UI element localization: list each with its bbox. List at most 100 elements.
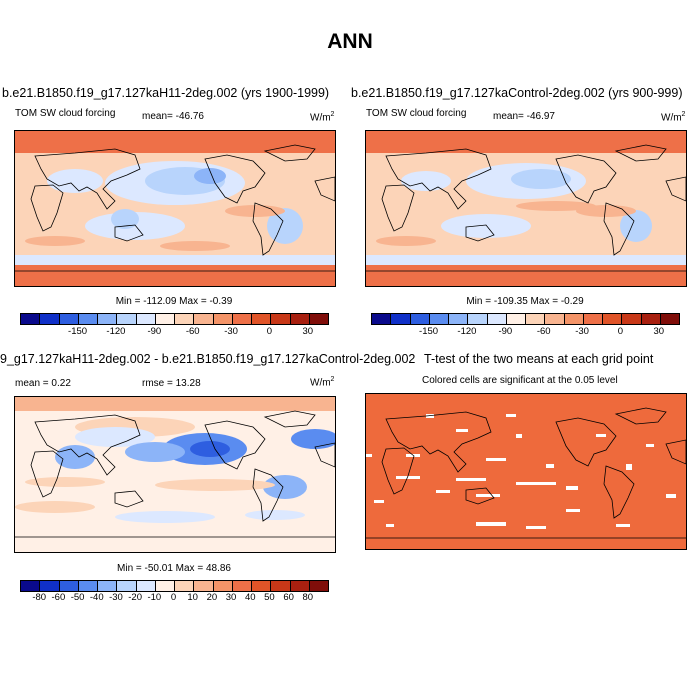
colorbar-swatch <box>526 314 546 324</box>
panel1-map <box>14 130 336 287</box>
colorbar-tick-label: 30 <box>225 592 237 603</box>
panel3-rmse: rmse = 13.28 <box>142 378 201 389</box>
colorbar-swatch <box>449 314 469 324</box>
colorbar-tick-label: -150 <box>68 326 88 337</box>
colorbar-tick-label: 0 <box>617 326 624 337</box>
colorbar-swatch <box>117 314 137 324</box>
panel2-variable: TOM SW cloud forcing <box>366 108 467 119</box>
colorbar-top-right-ticks: -150 -120 -90 -60 -30 0 30 <box>371 326 678 338</box>
colorbar-tick-label: 50 <box>264 592 275 603</box>
panel4-subtitle: Colored cells are significant at the 0.0… <box>422 375 618 386</box>
colorbar-tick-label: -40 <box>89 592 104 603</box>
colorbar-swatch <box>271 314 291 324</box>
colorbar-swatch <box>622 314 642 324</box>
colorbar-swatch <box>309 314 328 324</box>
colorbar-tick-label: 80 <box>302 592 314 603</box>
colorbar-tick-label: 0 <box>170 592 177 603</box>
colorbar-swatch <box>59 314 79 324</box>
panel3-map-svg <box>15 397 335 552</box>
colorbar-top-right <box>371 313 680 325</box>
panel3-units-text: W/m <box>310 377 331 389</box>
colorbar-swatch <box>487 314 507 324</box>
colorbar-swatch <box>468 314 488 324</box>
colorbar-swatch <box>175 581 195 591</box>
panel2-map-svg <box>366 131 686 286</box>
colorbar-swatch <box>252 314 272 324</box>
colorbar-swatch <box>232 581 252 591</box>
colorbar-swatch <box>117 581 137 591</box>
colorbar-tick-label: -30 <box>575 326 589 337</box>
colorbar-tick-label: -90 <box>498 326 513 337</box>
colorbar-swatch <box>175 314 195 324</box>
colorbar-top-left <box>20 313 329 325</box>
panel3-minmax: Min = -50.01 Max = 48.86 <box>117 563 231 574</box>
colorbar-tick-label: -150 <box>419 326 439 337</box>
colorbar-swatch <box>429 314 449 324</box>
colorbar-swatch <box>232 314 252 324</box>
colorbar-swatch <box>372 314 392 324</box>
panel3-mean: mean = 0.22 <box>15 378 71 389</box>
colorbar-tick-label: -60 <box>185 326 200 337</box>
colorbar-swatch <box>40 314 60 324</box>
colorbar-tick-label: -120 <box>106 326 126 337</box>
panel1-variable: TOM SW cloud forcing <box>15 108 116 119</box>
colorbar-swatch <box>40 581 60 591</box>
panel3-units-sup: 2 <box>330 376 335 383</box>
colorbar-swatch <box>155 314 175 324</box>
colorbar-swatch <box>21 314 41 324</box>
colorbar-swatch <box>641 314 661 324</box>
colorbar-tick-label: -60 <box>51 592 66 603</box>
panel1-map-svg <box>15 131 335 286</box>
panel1-title: b.e21.B1850.f19_g17.127kaH11-2deg.002 (y… <box>2 86 330 100</box>
colorbar-swatch <box>155 581 175 591</box>
colorbar-swatch <box>98 314 118 324</box>
colorbar-bottom-ticks: -80 -60 -50 -40 -30 -20 -10 0 10 20 30 40 50 60 80 <box>20 592 327 604</box>
colorbar-tick-label: 0 <box>266 326 273 337</box>
panel2-units-sup: 2 <box>681 111 686 118</box>
panel2-title: b.e21.B1850.f19_g17.127kaControl-2deg.00… <box>351 86 683 100</box>
colorbar-swatch <box>564 314 584 324</box>
colorbar-swatch <box>603 314 623 324</box>
colorbar-swatch <box>213 581 233 591</box>
panel3-map <box>14 396 336 553</box>
panel3-title: 9_g17.127kaH11-2deg.002 - b.e21.B1850.f1… <box>0 352 416 366</box>
colorbar-swatch <box>194 581 214 591</box>
panel2-units-text: W/m <box>661 112 682 124</box>
colorbar-swatch <box>78 314 98 324</box>
colorbar-bottom <box>20 580 329 592</box>
panel1-minmax: Min = -112.09 Max = -0.39 <box>115 296 233 307</box>
panel4-title: T-test of the two means at each grid poi… <box>424 352 654 366</box>
page-title: ANN <box>327 30 373 53</box>
colorbar-swatch <box>213 314 233 324</box>
colorbar-swatch <box>21 581 41 591</box>
panel2-units: W/m2 <box>661 111 685 123</box>
colorbar-tick-label: -10 <box>147 592 162 603</box>
panel2-map <box>365 130 687 287</box>
panel1-units: W/m2 <box>310 111 334 123</box>
colorbar-tick-label: -50 <box>70 592 85 603</box>
colorbar-swatch <box>290 314 310 324</box>
colorbar-tick-label: -120 <box>457 326 477 337</box>
colorbar-swatch <box>410 314 430 324</box>
colorbar-swatch <box>59 581 79 591</box>
colorbar-tick-label: 30 <box>653 326 665 337</box>
colorbar-tick-label: 40 <box>244 592 256 603</box>
colorbar-swatch <box>252 581 272 591</box>
colorbar-swatch <box>136 314 156 324</box>
ttest-fill <box>366 394 686 549</box>
colorbar-top-left-ticks: -150 -120 -90 -60 -30 0 30 <box>20 326 327 338</box>
panel3-units: W/m2 <box>310 376 334 388</box>
colorbar-tick-label: -80 <box>32 592 47 603</box>
colorbar-swatch <box>309 581 328 591</box>
colorbar-tick-label: -30 <box>224 326 238 337</box>
colorbar-tick-label: -20 <box>128 592 142 603</box>
panel1-mean: mean= -46.76 <box>142 111 204 122</box>
colorbar-tick-label: -90 <box>147 326 162 337</box>
colorbar-swatch <box>391 314 411 324</box>
colorbar-swatch <box>271 581 291 591</box>
colorbar-swatch <box>194 314 214 324</box>
colorbar-swatch <box>660 314 679 324</box>
panel2-mean: mean= -46.97 <box>493 111 555 122</box>
panel1-units-sup: 2 <box>330 111 335 118</box>
colorbar-swatch <box>506 314 526 324</box>
